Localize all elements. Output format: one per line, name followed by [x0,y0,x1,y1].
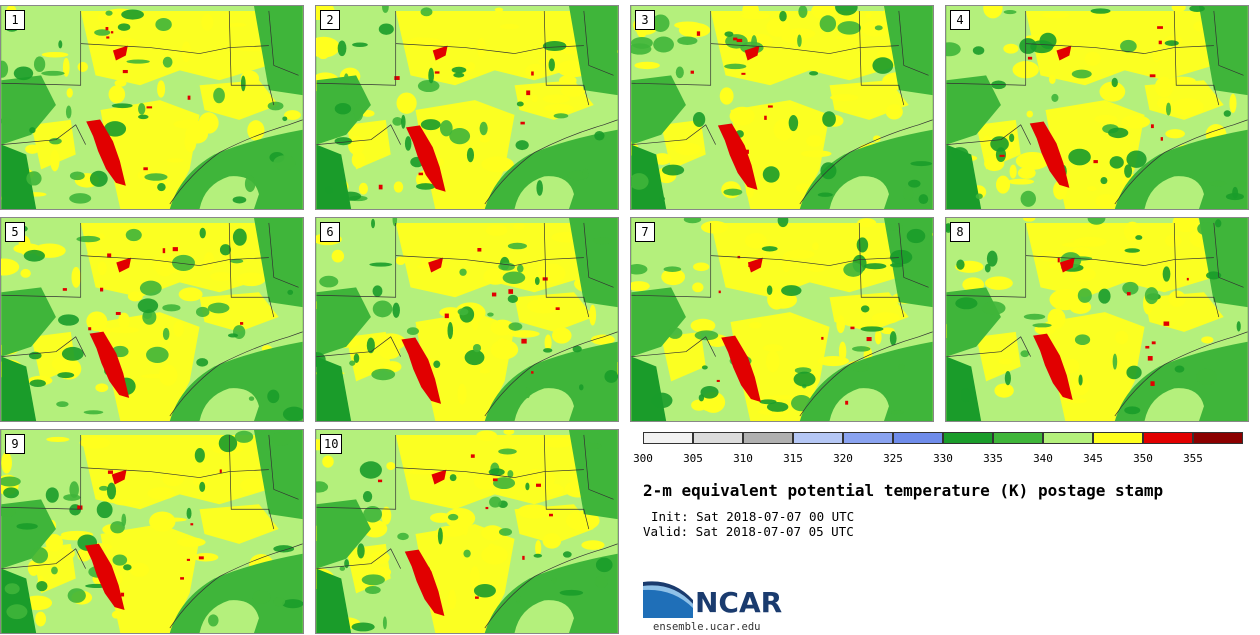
stamp-panel-4: 4 [945,5,1249,210]
footer-url: ensemble.ucar.edu [653,621,761,633]
member-label: 5 [5,222,25,242]
member-label: 6 [320,222,340,242]
member-label: 10 [320,434,343,454]
colorbar-tick-label: 325 [883,452,903,465]
member-label: 3 [635,10,655,30]
colorbar-tick-label: 320 [833,452,853,465]
colorbar-swatch [843,432,893,444]
colorbar-tick-label: 330 [933,452,953,465]
map-1 [1,6,303,209]
colorbar-tick-label: 345 [1083,452,1103,465]
plot-title: 2-m equivalent potential temperature (K)… [643,481,1164,500]
member-label: 4 [950,10,970,30]
colorbar-swatch [743,432,793,444]
colorbar-tick-label: 300 [633,452,653,465]
colorbar-swatch [1093,432,1143,444]
map-4 [946,6,1248,209]
colorbar-tick-label: 315 [783,452,803,465]
stamp-panel-7: 7 [630,217,934,422]
map-2 [316,6,618,209]
colorbar-tick-label: 335 [983,452,1003,465]
member-label: 8 [950,222,970,242]
ncar-logo-text: NCAR [695,586,783,619]
member-label: 9 [5,434,25,454]
colorbar-swatch [943,432,993,444]
map-8 [946,218,1248,421]
map-5 [1,218,303,421]
stamp-panel-9: 9 [0,429,304,634]
map-9 [1,430,303,633]
map-3 [631,6,933,209]
map-6 [316,218,618,421]
colorbar-swatch [893,432,943,444]
member-label: 1 [5,10,25,30]
stamp-panel-3: 3 [630,5,934,210]
colorbar-tick-label: 350 [1133,452,1153,465]
member-label: 7 [635,222,655,242]
stamp-panel-6: 6 [315,217,619,422]
map-7 [631,218,933,421]
colorbar-swatch [693,432,743,444]
ncar-swoosh-icon [643,581,693,618]
colorbar-swatch [993,432,1043,444]
colorbar-tick-label: 340 [1033,452,1053,465]
stamp-panel-10: 10 [315,429,619,634]
ncar-logo: NCAR [643,578,793,622]
valid-time: Valid: Sat 2018-07-07 05 UTC [643,524,854,539]
stamp-panel-1: 1 [0,5,304,210]
stamp-panel-8: 8 [945,217,1249,422]
colorbar-swatch [1043,432,1093,444]
stamp-panel-2: 2 [315,5,619,210]
colorbar-tick-label: 305 [683,452,703,465]
colorbar-tick-label: 355 [1183,452,1203,465]
colorbar-tick-label: 310 [733,452,753,465]
colorbar-swatch [1193,432,1243,444]
colorbar-swatch [793,432,843,444]
stamp-panel-5: 5 [0,217,304,422]
colorbar-swatch [1143,432,1193,444]
colorbar-swatch [643,432,693,444]
map-10 [316,430,618,633]
member-label: 2 [320,10,340,30]
init-time: Init: Sat 2018-07-07 00 UTC [651,509,855,524]
